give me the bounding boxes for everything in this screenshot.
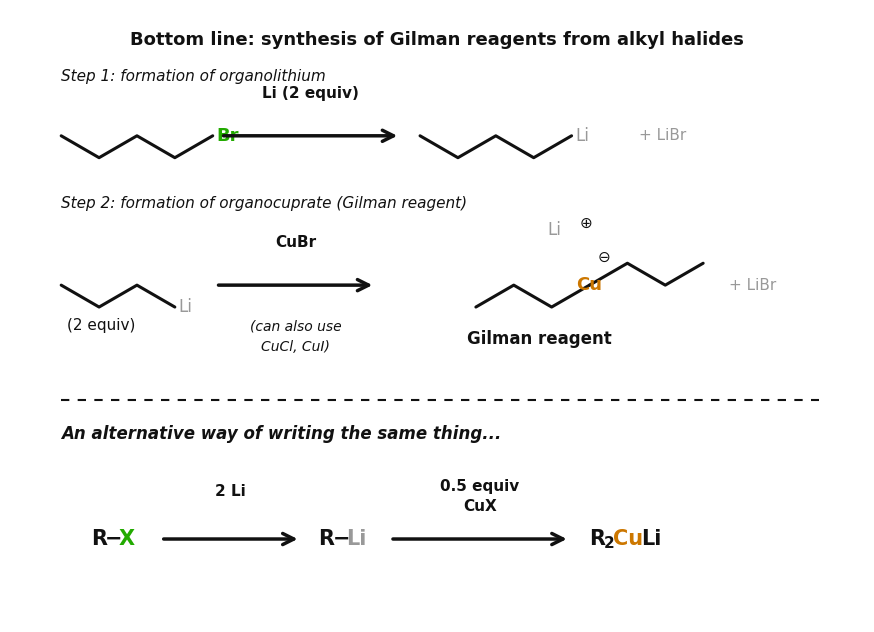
- Text: ⊖: ⊖: [598, 250, 610, 265]
- Text: An alternative way of writing the same thing...: An alternative way of writing the same t…: [61, 425, 502, 442]
- Text: Cu: Cu: [614, 529, 643, 549]
- Text: R: R: [318, 529, 335, 549]
- Text: Li: Li: [642, 529, 662, 549]
- Text: (2 equiv): (2 equiv): [67, 318, 135, 333]
- Text: Li (2 equiv): Li (2 equiv): [262, 86, 359, 101]
- Text: Bottom line: synthesis of Gilman reagents from alkyl halides: Bottom line: synthesis of Gilman reagent…: [130, 31, 744, 49]
- Text: 2 Li: 2 Li: [215, 484, 246, 499]
- Text: CuCl, CuI): CuCl, CuI): [261, 340, 329, 354]
- Text: R: R: [590, 529, 606, 549]
- Text: Li: Li: [548, 221, 562, 240]
- Text: (can also use: (can also use: [250, 320, 341, 334]
- Text: R: R: [91, 529, 108, 549]
- Text: 0.5 equiv: 0.5 equiv: [440, 479, 519, 494]
- Text: Li: Li: [346, 529, 367, 549]
- Text: Br: Br: [217, 127, 239, 145]
- Text: + LiBr: + LiBr: [729, 277, 776, 293]
- Text: X: X: [119, 529, 135, 549]
- Text: −: −: [332, 529, 350, 549]
- Text: Step 2: formation of organocuprate (Gilman reagent): Step 2: formation of organocuprate (Gilm…: [61, 195, 468, 210]
- Text: −: −: [105, 529, 122, 549]
- Text: 2: 2: [603, 537, 614, 552]
- Text: + LiBr: + LiBr: [640, 128, 687, 143]
- Text: Li: Li: [576, 127, 589, 145]
- Text: Cu: Cu: [577, 276, 602, 294]
- Text: Li: Li: [179, 298, 192, 316]
- Text: CuX: CuX: [463, 499, 496, 514]
- Text: CuBr: CuBr: [275, 235, 316, 250]
- Text: Step 1: formation of organolithium: Step 1: formation of organolithium: [61, 69, 326, 84]
- Text: ⊕: ⊕: [579, 216, 593, 231]
- Text: Gilman reagent: Gilman reagent: [468, 330, 612, 348]
